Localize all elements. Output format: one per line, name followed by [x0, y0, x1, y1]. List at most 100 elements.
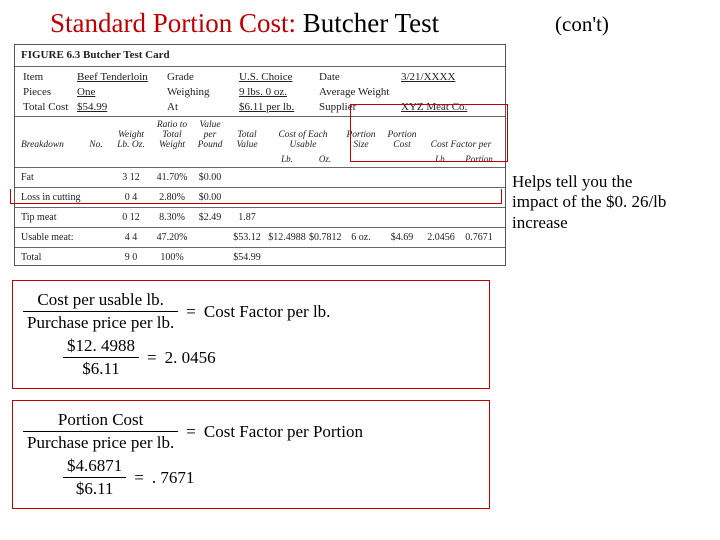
title-red: Standard Portion Cost: — [50, 8, 296, 38]
eq2-bot2: $6.11 — [63, 478, 126, 499]
title-black: Butcher Test — [296, 8, 439, 38]
eq2-bot1: Purchase price per lb. — [23, 432, 178, 453]
cell — [83, 172, 109, 183]
annot-l1: Helps tell you the — [512, 172, 632, 191]
eq1-bot1: Purchase price per lb. — [23, 312, 178, 333]
cell: 1.87 — [229, 212, 265, 223]
date-value: 3/21/XXXX — [401, 71, 497, 83]
annotation-text: Helps tell you the impact of the $0. 26/… — [512, 172, 720, 233]
cell — [423, 212, 459, 223]
weighing-value: 9 lbs. 0 oz. — [239, 86, 319, 98]
cell: 6 oz. — [341, 232, 381, 243]
cell — [265, 192, 309, 203]
bh-cfp-port: Portion — [459, 154, 499, 164]
cell — [423, 192, 459, 203]
card-header-row1: Item Beef Tenderloin Grade U.S. Choice D… — [15, 69, 505, 84]
bh-ceu: Cost of Each Usable — [265, 131, 341, 151]
eq1-rhs2: 2. 0456 — [165, 348, 216, 368]
breakdown-subheader: Lb. Oz. Lb. Portion — [15, 153, 505, 165]
eq2-frac2: $4.6871 $6.11 — [63, 456, 126, 499]
cell — [341, 212, 381, 223]
table-row: Fat3 1241.70%$0.00 — [15, 170, 505, 185]
cell: $2.49 — [191, 212, 229, 223]
eq2-frac1: Portion Cost Purchase price per lb. — [23, 410, 178, 453]
at-value: $6.11 per lb. — [239, 101, 319, 113]
equals-sign: = — [147, 348, 157, 368]
bh-ceu-lb: Lb. — [265, 154, 309, 164]
cell: 3 12 — [109, 172, 153, 183]
card-header-row2: Pieces One Weighing 9 lbs. 0 oz. Average… — [15, 84, 505, 99]
table-row: Usable meat: 4 447.20% $53.12$12.4988$0.78… — [15, 230, 505, 245]
cell — [381, 192, 423, 203]
cell — [229, 192, 265, 203]
cell — [265, 172, 309, 183]
cell — [309, 252, 341, 263]
eq1-top2: $12. 4988 — [63, 336, 139, 358]
cell: 8.30% — [153, 212, 191, 223]
eq2-top2: $4.6871 — [63, 456, 126, 478]
equals-sign: = — [186, 422, 196, 442]
cell: 9 0 — [109, 252, 153, 263]
title-cont: (con't) — [555, 12, 609, 37]
cell — [309, 172, 341, 183]
cell: Usable meat: — [21, 232, 83, 243]
cell — [83, 232, 109, 243]
bh-pcost: PortionCost — [381, 131, 423, 151]
cell — [309, 212, 341, 223]
bh-cfp-lb: Lb. — [423, 154, 459, 164]
cell — [191, 252, 229, 263]
cell: 4 4 — [109, 232, 153, 243]
equation-box-cost-factor-portion: Portion Cost Purchase price per lb. = Co… — [12, 400, 490, 509]
cell: $53.12 — [229, 232, 265, 243]
eq1-top1: Cost per usable lb. — [23, 290, 178, 312]
cell — [265, 212, 309, 223]
table-row: Total9 0100%$54.99 — [15, 250, 505, 265]
cell — [191, 232, 229, 243]
avgweight-label: Average Weight — [319, 86, 401, 98]
cell: 47.20% — [153, 232, 191, 243]
cell: Tip meat — [21, 212, 83, 223]
breakdown-header: Breakdown No. WeightLb. Oz. Ratio toTota… — [15, 119, 505, 153]
cell: 2.80% — [153, 192, 191, 203]
bh-weight: WeightLb. Oz. — [109, 131, 153, 151]
cell — [341, 172, 381, 183]
slide-title: Standard Portion Cost: Butcher Test — [50, 8, 439, 39]
cell: 0 12 — [109, 212, 153, 223]
equals-sign: = — [186, 302, 196, 322]
cell — [423, 172, 459, 183]
eq1-frac2: $12. 4988 $6.11 — [63, 336, 139, 379]
cell — [423, 252, 459, 263]
cell — [381, 172, 423, 183]
cell: $12.4988 — [265, 232, 309, 243]
breakdown-body: Fat3 1241.70%$0.00Loss in cutting0 42.80… — [15, 170, 505, 265]
totalcost-label: Total Cost — [23, 101, 77, 113]
cell — [83, 252, 109, 263]
equals-sign: = — [134, 468, 144, 488]
table-row: Loss in cutting0 42.80%$0.00 — [15, 190, 505, 205]
cell: 41.70% — [153, 172, 191, 183]
bh-totval: TotalValue — [229, 131, 265, 151]
at-label: At — [167, 101, 239, 113]
cell — [341, 192, 381, 203]
figure-caption: FIGURE 6.3 Butcher Test Card — [15, 45, 505, 64]
eq2-top1: Portion Cost — [23, 410, 178, 432]
cell: Fat — [21, 172, 83, 183]
pieces-value: One — [77, 86, 167, 98]
cell — [83, 192, 109, 203]
cell: 2.0456 — [423, 232, 459, 243]
cell — [459, 192, 499, 203]
supplier-value: XYZ Meat Co. — [401, 101, 497, 113]
cell: 0 4 — [109, 192, 153, 203]
cell — [459, 212, 499, 223]
bh-vpp: ValueperPound — [191, 121, 229, 151]
cell — [309, 192, 341, 203]
table-row: Tip meat 0 128.30%$2.491.87 — [15, 210, 505, 225]
grade-label: Grade — [167, 71, 239, 83]
cell — [381, 252, 423, 263]
item-value: Beef Tenderloin — [77, 71, 167, 83]
eq1-rhs1: Cost Factor per lb. — [204, 302, 331, 322]
cell: $0.7812 — [309, 232, 341, 243]
pieces-label: Pieces — [23, 86, 77, 98]
cell — [229, 172, 265, 183]
cell — [459, 252, 499, 263]
